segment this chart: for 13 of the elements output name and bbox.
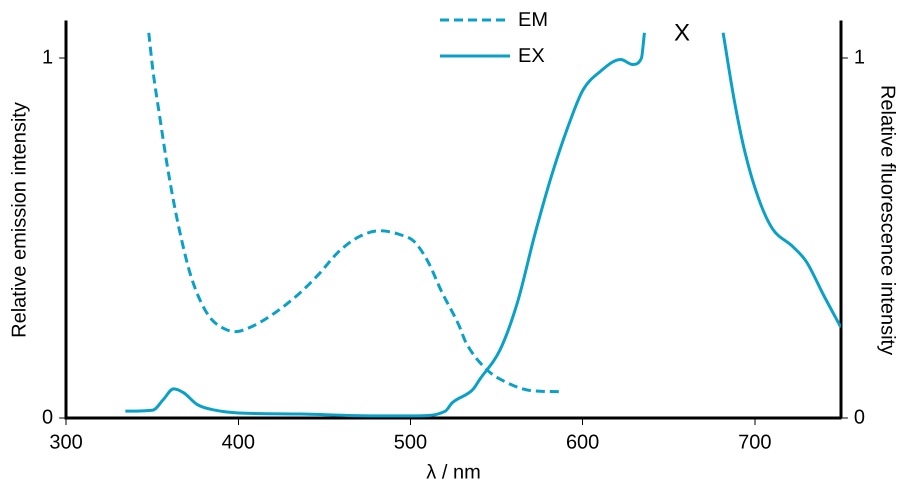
x-axis-title: λ / nm [426,462,481,484]
x-tick-label: 500 [394,432,428,454]
y2-tick-label: 0 [854,406,865,429]
legend-label: EM [518,8,548,32]
legend-label: EX [518,44,545,68]
x-tick-label: 600 [566,432,600,454]
annotation: X [674,20,690,47]
y-axis-title: Relative emission intensity [8,102,31,338]
y2-tick-label: 1 [854,46,865,69]
x-tick-label: 400 [222,432,255,454]
x-tick-label: 700 [738,432,772,454]
x-tick-label: 300 [49,432,83,454]
y2-axis-title: Relative fluorescence intensity [876,84,898,356]
